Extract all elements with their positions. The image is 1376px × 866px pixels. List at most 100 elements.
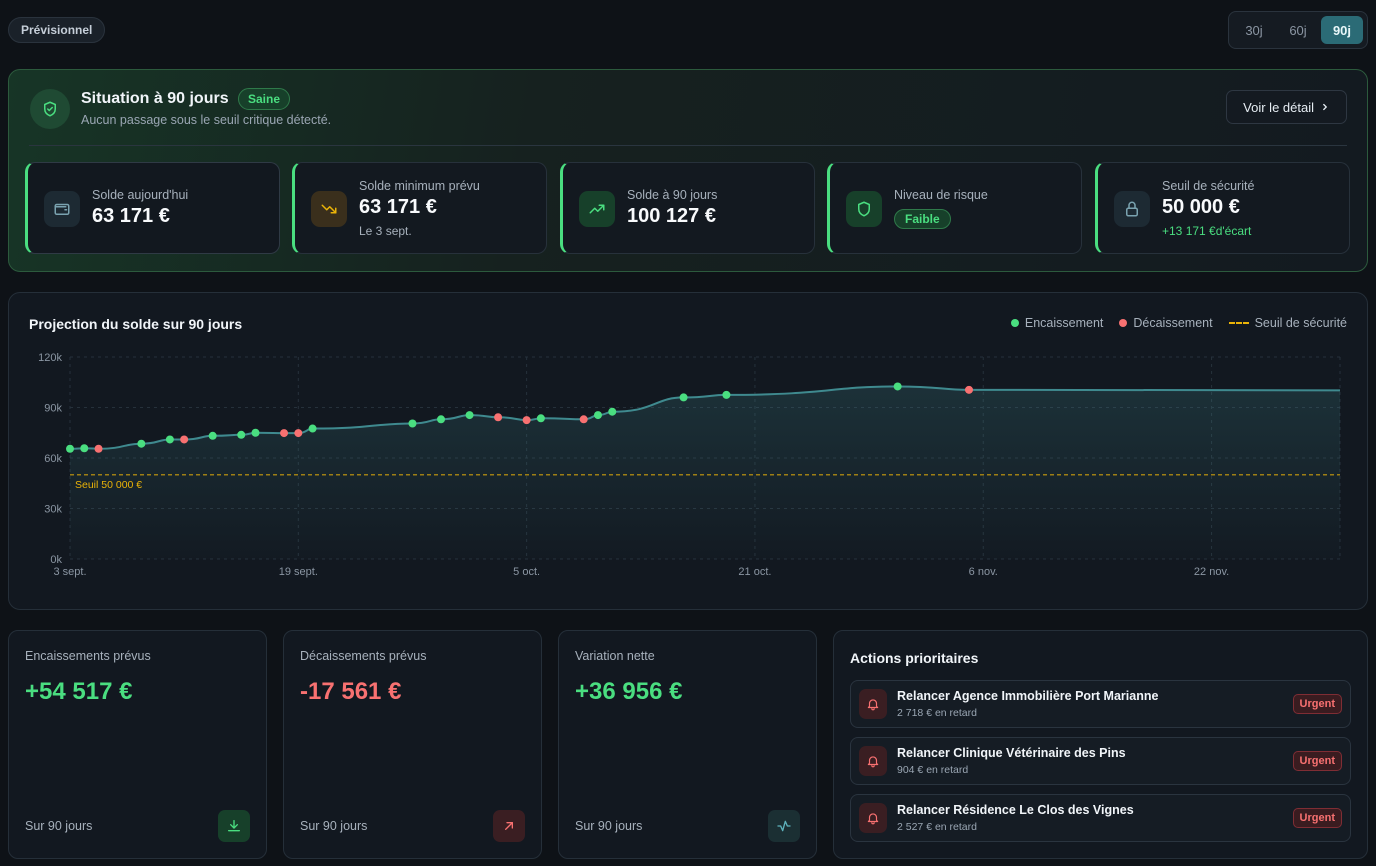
expense-point <box>294 429 303 438</box>
x-tick-label: 22 nov. <box>1194 566 1229 578</box>
y-tick-label: 30k <box>44 504 62 516</box>
kpi-value: 100 127 € <box>627 205 716 227</box>
legend-income-label: Encaissement <box>1024 316 1104 330</box>
action-item[interactable]: Relancer Résidence Le Clos des Vignes 2 … <box>850 794 1351 842</box>
action-item[interactable]: Relancer Clinique Vétérinaire des Pins 9… <box>850 737 1351 785</box>
kpi-label: Solde à 90 jours <box>627 188 718 202</box>
expense-point <box>494 413 503 422</box>
legend-expense-swatch <box>1119 319 1128 327</box>
x-tick-label: 6 nov. <box>969 566 998 578</box>
hero-divider <box>29 145 1347 146</box>
income-point <box>165 435 174 444</box>
income-point <box>893 382 902 391</box>
stat-income-card: Encaissements prévus +54 517 € Sur 90 jo… <box>8 630 267 859</box>
situation-title: Situation à 90 jours <box>81 90 229 107</box>
stat-label: Décaissements prévus <box>300 649 427 663</box>
income-point <box>308 424 317 433</box>
trending-down-icon <box>311 191 347 227</box>
kpi-label: Solde aujourd'hui <box>92 188 189 202</box>
situation-panel: Situation à 90 jours Saine Aucun passage… <box>8 69 1368 272</box>
bell-icon <box>859 746 887 776</box>
chart-title: Projection du solde sur 90 jours <box>29 316 243 332</box>
activity-icon[interactable] <box>768 810 800 842</box>
balance-line <box>69 385 1341 450</box>
threshold-label: Seuil 50 000 € <box>75 479 142 491</box>
kpi-balance-90: Solde à 90 jours 100 127 € <box>560 162 815 254</box>
stat-value: +54 517 € <box>25 678 133 705</box>
x-tick-label: 3 sept. <box>53 566 86 578</box>
stat-label: Encaissements prévus <box>25 649 151 663</box>
lock-icon <box>1114 191 1150 227</box>
range-60-button[interactable]: 60j <box>1289 22 1307 38</box>
stat-net-card: Variation nette +36 956 € Sur 90 jours <box>558 630 817 859</box>
y-tick-label: 60k <box>44 453 62 465</box>
urgent-badge: Urgent <box>1292 808 1342 828</box>
kpi-label: Niveau de risque <box>894 188 988 202</box>
chart-legend: Encaissement Décaissement Seuil de sécur… <box>1010 316 1347 330</box>
kpi-gap: +13 171 €d'écart <box>1162 224 1252 238</box>
legend-threshold-swatch <box>1228 322 1249 324</box>
legend-expense: Décaissement <box>1119 316 1213 330</box>
actions-title: Actions prioritaires <box>850 650 979 666</box>
situation-subtitle: Aucun passage sous le seuil critique dét… <box>81 113 332 127</box>
income-point <box>208 431 217 440</box>
income-point <box>593 411 602 420</box>
shield-check-icon <box>30 89 70 129</box>
expense-point <box>579 415 588 424</box>
kpi-risk-level: Niveau de risque Faible <box>827 162 1082 254</box>
range-90-button[interactable]: 90j <box>1321 16 1363 44</box>
y-tick-label: 0k <box>50 554 62 566</box>
action-amount: 904 € en retard <box>897 764 969 776</box>
income-point <box>251 428 260 437</box>
view-detail-button[interactable]: Voir le détail <box>1226 90 1347 124</box>
stat-value: +36 956 € <box>575 678 683 705</box>
stat-label: Variation nette <box>575 649 655 663</box>
expense-point <box>94 444 103 453</box>
stat-expense-card: Décaissements prévus -17 561 € Sur 90 jo… <box>283 630 542 859</box>
y-tick-label: 90k <box>44 403 62 415</box>
stat-value: -17 561 € <box>300 678 402 705</box>
expense-point <box>280 429 289 438</box>
kpi-sub: Le 3 sept. <box>359 224 412 238</box>
stat-period: Sur 90 jours <box>300 819 368 833</box>
projection-chart: 0k 30k 60k 90k 120k 3 sept. 19 sept. 5 oct. 21 o… <box>38 352 1341 578</box>
action-title: Relancer Clinique Vétérinaire des Pins <box>897 746 1126 760</box>
bell-icon <box>859 689 887 719</box>
priority-actions-card: Actions prioritaires Relancer Agence Imm… <box>833 630 1368 859</box>
kpi-value: 50 000 € <box>1162 196 1240 218</box>
health-badge: Saine <box>238 88 291 110</box>
projection-chart-card: Projection du solde sur 90 jours Encaiss… <box>8 292 1368 610</box>
expense-point <box>180 435 189 444</box>
arrow-up-right-icon[interactable] <box>493 810 525 842</box>
range-30-button[interactable]: 30j <box>1245 22 1263 38</box>
income-point <box>237 430 246 439</box>
action-amount: 2 527 € en retard <box>897 821 977 833</box>
kpi-min-balance: Solde minimum prévu 63 171 € Le 3 sept. <box>292 162 547 254</box>
stat-period: Sur 90 jours <box>25 819 93 833</box>
y-tick-label: 120k <box>38 352 62 364</box>
risk-badge: Faible <box>894 209 951 229</box>
income-point <box>66 444 74 453</box>
action-item[interactable]: Relancer Agence Immobilière Port Mariann… <box>850 680 1351 728</box>
legend-threshold-label: Seuil de sécurité <box>1254 316 1347 330</box>
legend-expense-label: Décaissement <box>1133 316 1213 330</box>
legend-income: Encaissement <box>1010 316 1104 330</box>
kpi-label: Seuil de sécurité <box>1162 179 1255 193</box>
x-tick-label: 21 oct. <box>738 566 771 578</box>
chevron-right-icon <box>1323 103 1328 111</box>
x-tick-label: 5 oct. <box>513 566 540 578</box>
legend-threshold: Seuil de sécurité <box>1228 316 1347 330</box>
wallet-icon <box>44 191 80 227</box>
kpi-value: 63 171 € <box>92 205 170 227</box>
download-icon[interactable] <box>218 810 250 842</box>
income-point <box>465 411 474 420</box>
income-point <box>137 439 146 448</box>
action-title: Relancer Agence Immobilière Port Mariann… <box>897 689 1159 703</box>
stat-period: Sur 90 jours <box>575 819 643 833</box>
income-point <box>608 407 617 416</box>
kpi-value: 63 171 € <box>359 196 437 218</box>
bell-icon <box>859 803 887 833</box>
kpi-safety-threshold: Seuil de sécurité 50 000 € +13 171 €d'éc… <box>1095 162 1350 254</box>
expense-point <box>964 385 973 394</box>
